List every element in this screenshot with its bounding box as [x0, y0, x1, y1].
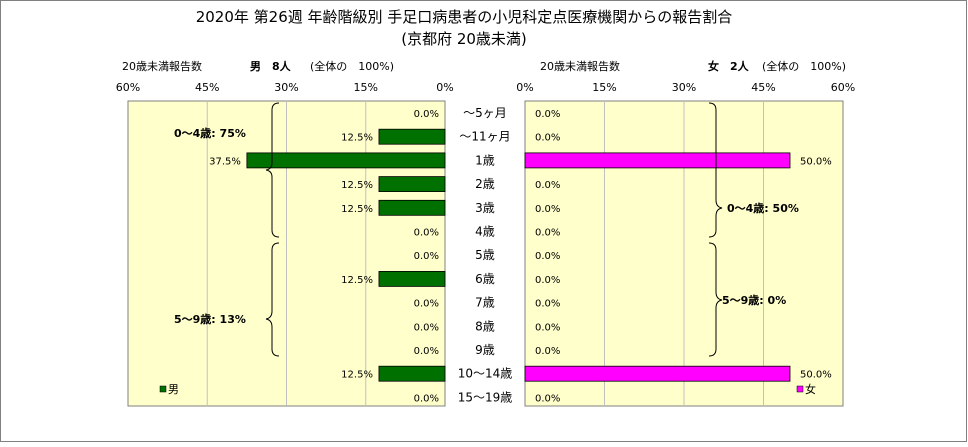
- male-data-label: 12.5%: [341, 180, 373, 191]
- male-data-label: 0.0%: [414, 322, 439, 333]
- female-gridlines: [604, 101, 764, 406]
- category-label: 10〜14歳: [458, 367, 513, 381]
- category-label: 4歳: [475, 225, 495, 239]
- category-label: 9歳: [475, 343, 495, 357]
- male-annotation-5-9: 5〜9歳: 13%: [174, 312, 246, 326]
- female-tick-label: 15%: [592, 81, 616, 94]
- male-header-note: (全体の 100%): [310, 59, 394, 73]
- female-data-label: 0.0%: [535, 275, 560, 286]
- female-tick-label: 30%: [672, 81, 696, 94]
- category-label: 3歳: [475, 201, 495, 215]
- male-data-label: 0.0%: [414, 346, 439, 357]
- male-data-labels: 0.0% 12.5% 37.5% 12.5% 12.5% 0.0% 0.0% 12.5% 0.0…: [209, 109, 439, 404]
- male-legend-label: 男: [168, 383, 179, 396]
- male-bars: [246, 128, 446, 382]
- male-tick-label: 15%: [354, 81, 378, 94]
- category-label: 5歳: [475, 248, 495, 262]
- female-tick-labels: 0% 15% 30% 45% 60%: [516, 81, 855, 94]
- male-data-label: 0.0%: [414, 109, 439, 120]
- female-legend-swatch: [796, 385, 804, 393]
- female-bar: [524, 365, 791, 382]
- male-tick-label: 60%: [116, 81, 140, 94]
- category-label: 〜5ヶ月: [463, 106, 507, 120]
- female-data-label: 0.0%: [535, 322, 560, 333]
- male-tick-labels: 60% 45% 30% 15% 0%: [116, 81, 454, 94]
- category-label: 1歳: [475, 153, 495, 167]
- female-header-label: 20歳未満報告数: [540, 60, 620, 73]
- female-data-label: 50.0%: [800, 370, 832, 381]
- female-annotation-0-4: 0〜4歳: 50%: [727, 201, 799, 215]
- female-data-label: 0.0%: [535, 346, 560, 357]
- male-data-label: 0.0%: [414, 393, 439, 404]
- chart-subtitle: (京都府 20歳未満): [401, 30, 527, 48]
- female-annotation-5-9: 5〜9歳: 0%: [722, 293, 786, 307]
- female-tick-label: 60%: [831, 81, 855, 94]
- female-brace-5-9: [708, 242, 723, 357]
- male-legend: 男: [159, 383, 179, 396]
- female-data-label: 0.0%: [535, 299, 560, 310]
- male-data-label: 12.5%: [341, 275, 373, 286]
- female-data-label: 0.0%: [535, 393, 560, 404]
- female-data-label: 0.0%: [535, 109, 560, 120]
- category-label: 7歳: [475, 296, 495, 310]
- female-braces: [708, 102, 723, 357]
- male-bar: [378, 176, 446, 193]
- female-data-label: 0.0%: [535, 204, 560, 215]
- male-bar: [378, 365, 446, 382]
- male-legend-swatch: [159, 385, 167, 393]
- female-tick-label: 0%: [516, 81, 533, 94]
- male-bar: [378, 128, 446, 145]
- category-label: 2歳: [475, 177, 495, 191]
- male-data-label: 0.0%: [414, 251, 439, 262]
- male-tick-label: 0%: [436, 81, 453, 94]
- category-label: 8歳: [475, 319, 495, 333]
- male-data-label: 12.5%: [341, 133, 373, 144]
- male-braces: [265, 102, 280, 357]
- female-brace-0-4: [708, 102, 723, 238]
- male-bar: [246, 152, 446, 169]
- male-brace-5-9: [265, 242, 280, 357]
- male-brace-0-4: [265, 102, 280, 238]
- male-data-label: 0.0%: [414, 299, 439, 310]
- category-label: 6歳: [475, 272, 495, 286]
- male-data-label: 12.5%: [341, 370, 373, 381]
- female-data-labels: 0.0% 0.0% 50.0% 0.0% 0.0% 0.0% 0.0% 0.0% 0.0% 0.0…: [535, 109, 832, 404]
- female-legend-label: 女: [805, 382, 816, 396]
- male-tick-label: 30%: [274, 81, 298, 94]
- male-header-count: 男 8人: [250, 59, 292, 73]
- female-tick-label: 45%: [751, 81, 775, 94]
- female-data-label: 0.0%: [535, 180, 560, 191]
- category-labels: 〜5ヶ月〜11ヶ月 1歳 2歳 3歳 4歳 5歳 6歳 7歳 8歳 9歳 10〜14歳 15〜19歳: [458, 106, 513, 404]
- female-bar: [524, 152, 791, 169]
- male-data-label: 0.0%: [414, 228, 439, 239]
- male-data-label: 12.5%: [341, 204, 373, 215]
- category-label: 15〜19歳: [458, 390, 513, 404]
- male-data-label: 37.5%: [209, 156, 241, 167]
- category-label: 〜11ヶ月: [459, 130, 510, 144]
- female-legend: 女: [796, 382, 816, 396]
- male-tick-label: 45%: [195, 81, 219, 94]
- female-header-note: (全体の 100%): [762, 59, 846, 73]
- male-annotation-0-4: 0〜4歳: 75%: [174, 126, 246, 140]
- male-bar: [378, 270, 446, 287]
- female-data-label: 0.0%: [535, 251, 560, 262]
- male-gridlines: [206, 101, 367, 406]
- female-header-count: 女 2人: [708, 59, 750, 73]
- chart-title: 2020年 第26週 年齢階級別 手足口病患者の小児科定点医療機関からの報告割合: [196, 8, 733, 26]
- male-bar: [378, 199, 446, 216]
- female-data-label: 0.0%: [535, 133, 560, 144]
- female-data-label: 50.0%: [800, 156, 832, 167]
- female-bars: [524, 152, 791, 382]
- male-header-label: 20歳未満報告数: [122, 60, 202, 73]
- female-data-label: 0.0%: [535, 228, 560, 239]
